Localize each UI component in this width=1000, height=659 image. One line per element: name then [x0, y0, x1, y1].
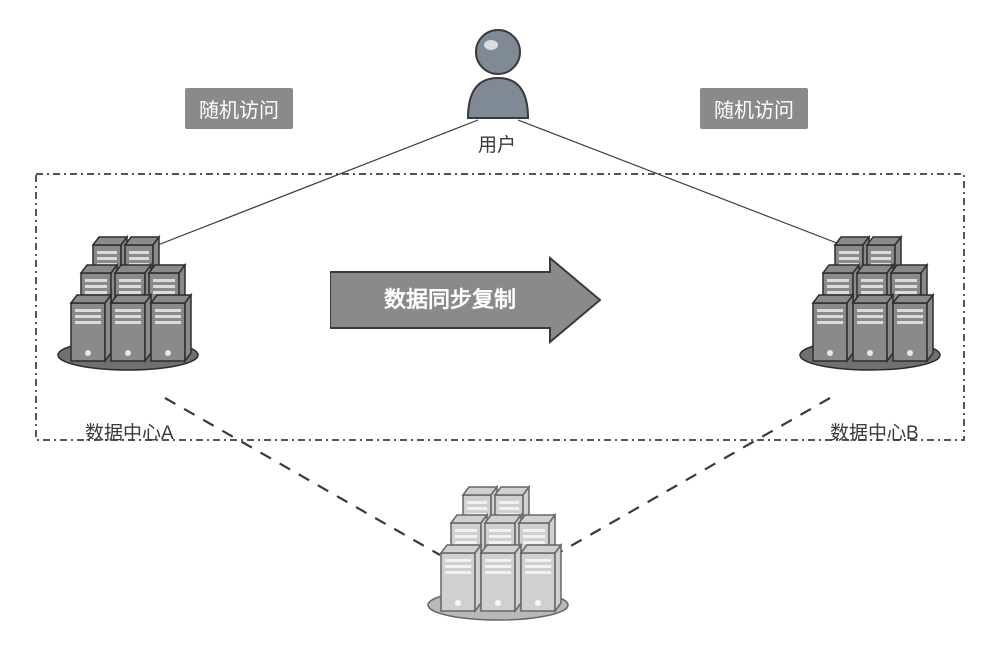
diagram-canvas: 用户 随机访问 随机访问 数据同步复制 数据中心A 数据中心B: [0, 0, 1000, 659]
label-random-access-left: 随机访问: [185, 88, 293, 129]
user-icon: [458, 20, 538, 130]
datacenter-a-label: 数据中心A: [85, 418, 174, 445]
datacenter-c-icon: [413, 475, 583, 625]
line-b-to-c: [555, 398, 830, 555]
line-a-to-c: [165, 398, 440, 555]
sync-arrow-label: 数据同步复制: [384, 287, 516, 312]
datacenter-b-icon: [785, 225, 955, 375]
datacenter-a-icon: [43, 225, 213, 375]
sync-arrow: 数据同步复制: [330, 250, 650, 350]
datacenter-b-label: 数据中心B: [830, 418, 919, 445]
label-random-access-right: 随机访问: [700, 88, 808, 129]
user-label: 用户: [478, 130, 516, 157]
